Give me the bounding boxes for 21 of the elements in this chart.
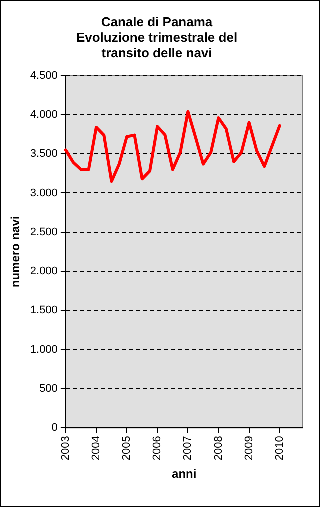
y-tick-label: 3.500 <box>30 148 58 160</box>
chart-title: Canale di Panama Evoluzione trimestrale del transito delle navi <box>76 14 238 61</box>
x-tick-label: 2005 <box>121 436 134 461</box>
x-axis-title: anni <box>172 467 197 482</box>
y-axis-title: numero navi <box>8 216 23 288</box>
y-tick-label: 2.500 <box>30 226 58 238</box>
y-tick-label: 4.500 <box>30 70 58 82</box>
x-tick-label: 2007 <box>182 436 194 461</box>
y-tick-label: 0 <box>52 422 58 434</box>
y-tick-label: 4.000 <box>30 108 58 121</box>
x-tick-label: 2006 <box>152 436 164 461</box>
y-tick-label: 1.500 <box>30 304 58 317</box>
x-tick-label: 2010 <box>274 436 286 461</box>
x-tick-label: 2008 <box>212 436 225 461</box>
x-tick-label: 2009 <box>243 436 256 461</box>
x-tick-label: 2004 <box>90 436 103 461</box>
y-tick-label: 1.000 <box>30 344 58 356</box>
y-tick-label: 3.000 <box>30 187 58 200</box>
y-tick-label: 2.000 <box>30 266 58 278</box>
x-tick-label: 2003 <box>60 436 72 461</box>
y-tick-label: 500 <box>40 383 58 396</box>
